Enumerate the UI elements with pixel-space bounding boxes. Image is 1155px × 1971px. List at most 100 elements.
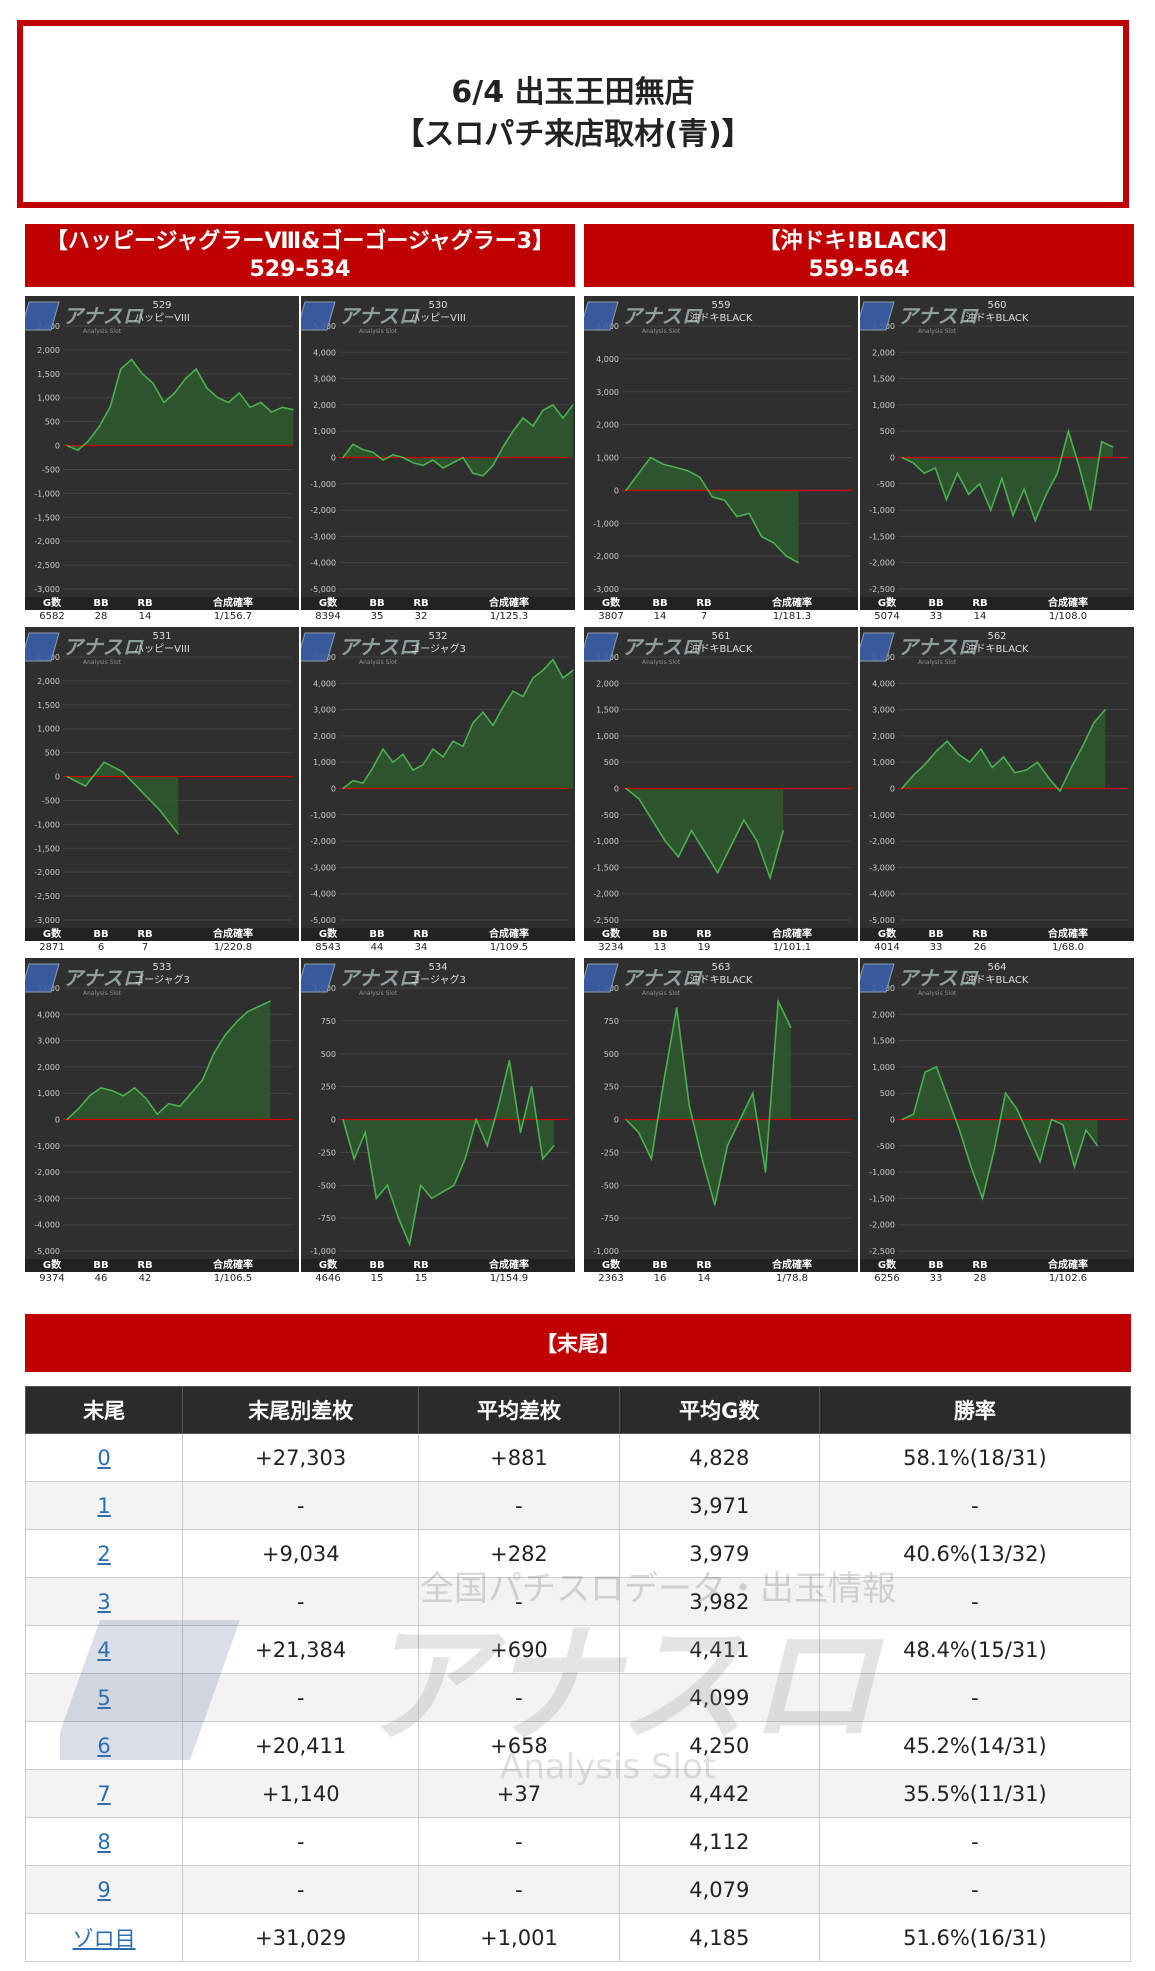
table-row: 1- -3,971- (24, 1481, 1132, 1530)
y-tick-label: -2,000 (34, 1168, 60, 1177)
data-point (452, 740, 454, 742)
y-tick-label: -1,500 (869, 532, 895, 541)
data-point (797, 562, 800, 564)
line-chart: -5,000 -4,000 -3,000 -2,000 -1,000 0 1,000 2,00… (310, 322, 574, 594)
stats-header: G数 BB RB 合成確率 (25, 597, 299, 610)
y-tick-label: 1,500 (37, 701, 60, 710)
y-tick-label: 750 (321, 1017, 336, 1026)
y-tick-label: -4,000 (869, 890, 895, 899)
data-point (730, 845, 732, 847)
chart-grid-juggler: -3,000 -2,500 -2,000 -1,500 -1,000 -500 0 500 1,… (25, 296, 575, 1285)
table-cell: +881 (418, 1433, 620, 1482)
data-point (397, 1217, 400, 1219)
data-point (993, 1150, 995, 1152)
series-line (625, 998, 792, 1206)
machine-stats: G数 BB RB 合成確率 9374 46 42 1/106.5 (25, 1259, 299, 1285)
y-tick-label: -1,000 (310, 1247, 336, 1256)
y-tick-label: 2,000 (596, 679, 619, 688)
machine-chart-533: -5,000 -4,000 -3,000 -2,000 -1,000 0 1,000 2,00… (25, 958, 299, 1285)
table-cell: +282 (418, 1529, 620, 1578)
y-tick-label: -500 (42, 796, 60, 805)
stat-value-g: 2363 (598, 1273, 624, 1284)
tail-link[interactable]: 3 (97, 1589, 111, 1614)
table-cell: - (182, 1817, 420, 1866)
data-point (497, 1105, 499, 1107)
data-point (703, 851, 706, 853)
machine-chart-529: -3,000 -2,500 -2,000 -1,500 -1,000 -500 0 500 1,… (25, 296, 299, 623)
machine-stats: G数 BB RB 合成確率 2871 6 7 1/220.8 (25, 928, 299, 954)
stat-value-g: 5074 (874, 611, 900, 622)
data-point (224, 1034, 226, 1036)
y-tick-label: 2,000 (313, 401, 336, 410)
data-point (1016, 1108, 1018, 1110)
stat-value-g: 4646 (315, 1273, 341, 1284)
tail-link[interactable]: 7 (97, 1781, 111, 1806)
series-line (66, 358, 294, 452)
column-header: 末尾別差枚 (182, 1386, 420, 1434)
data-point (542, 1158, 544, 1160)
group-header-okidoki: 【沖ドキ!BLACK】 559-564 (584, 224, 1134, 287)
stat-label-bb: BB (369, 929, 385, 940)
chart-title: 529 ハッピーVIII (25, 299, 299, 325)
data-point (901, 787, 903, 790)
table-header-row: 末尾 末尾別差枚 平均差枚 平均G数 勝率 (24, 1386, 1132, 1434)
table-cell: - (818, 1481, 1132, 1530)
table-cell: ゾロ目 (24, 1913, 184, 1962)
tail-link[interactable]: 4 (97, 1637, 111, 1662)
y-tick-label: -1,000 (310, 811, 336, 820)
tail-link[interactable]: 9 (97, 1877, 111, 1902)
table-row: 2 +9,034 +282 3,979 40.6%(13/32) (24, 1529, 1132, 1578)
y-tick-label: 4,000 (313, 348, 336, 357)
y-tick-label: -4,000 (34, 1221, 60, 1230)
stat-value-bb: 33 (929, 611, 943, 622)
data-point (717, 872, 719, 874)
data-point (785, 555, 787, 557)
stat-value-rate: 1/106.5 (213, 1273, 253, 1284)
data-point (442, 467, 444, 469)
tail-link[interactable]: 0 (97, 1445, 111, 1470)
data-point (572, 404, 574, 406)
stat-value-rb: 14 (973, 611, 987, 622)
data-point (159, 809, 161, 811)
stats-header: G数 BB RB 合成確率 (584, 597, 858, 610)
y-tick-label: 1,500 (596, 706, 619, 715)
y-tick-label: -3,000 (34, 585, 60, 594)
stat-value-rate: 1/125.3 (489, 611, 529, 622)
data-point (1093, 722, 1095, 724)
tail-link[interactable]: 8 (97, 1829, 111, 1854)
data-point (688, 1105, 690, 1107)
machine-chart-531: -3,000 -2,500 -2,000 -1,500 -1,000 -500 0 500 1,… (25, 627, 299, 954)
data-point (422, 764, 424, 766)
stat-value-rate: 1/78.8 (776, 1273, 808, 1284)
data-point (342, 1118, 344, 1121)
data-point (967, 493, 970, 495)
y-tick-label: 1,500 (37, 370, 60, 379)
tail-link[interactable]: ゾロ目 (72, 1926, 136, 1951)
tail-link[interactable]: 6 (97, 1733, 111, 1758)
stat-value-g: 9374 (39, 1273, 65, 1284)
stat-value-rb: 15 (414, 1273, 428, 1284)
tail-link[interactable]: 5 (97, 1685, 111, 1710)
machine-name: ゴージャグ3 (134, 975, 190, 986)
y-tick-label: 4,000 (596, 355, 619, 364)
data-point (412, 462, 414, 464)
data-point (711, 496, 713, 498)
data-point (453, 1184, 455, 1186)
machine-stats: G数 BB RB 合成確率 2363 16 14 1/78.8 (584, 1259, 858, 1285)
table-cell: +658 (418, 1721, 620, 1770)
y-tick-label: -500 (601, 1181, 619, 1190)
data-point (482, 475, 484, 477)
stat-label-bb: BB (93, 1260, 109, 1271)
stat-label-g: G数 (42, 1260, 62, 1271)
data-point (714, 1204, 716, 1206)
data-point (88, 1095, 91, 1097)
stat-label-bb: BB (652, 598, 668, 609)
stat-value-bb: 13 (653, 942, 667, 953)
machine-name: ハッピーVIII (134, 313, 190, 324)
stat-value-rb: 26 (973, 942, 987, 953)
data-point (1025, 769, 1027, 771)
tail-link[interactable]: 2 (97, 1541, 111, 1566)
data-point (145, 1097, 147, 1100)
tail-link[interactable]: 1 (97, 1493, 111, 1518)
data-point (464, 1158, 466, 1160)
